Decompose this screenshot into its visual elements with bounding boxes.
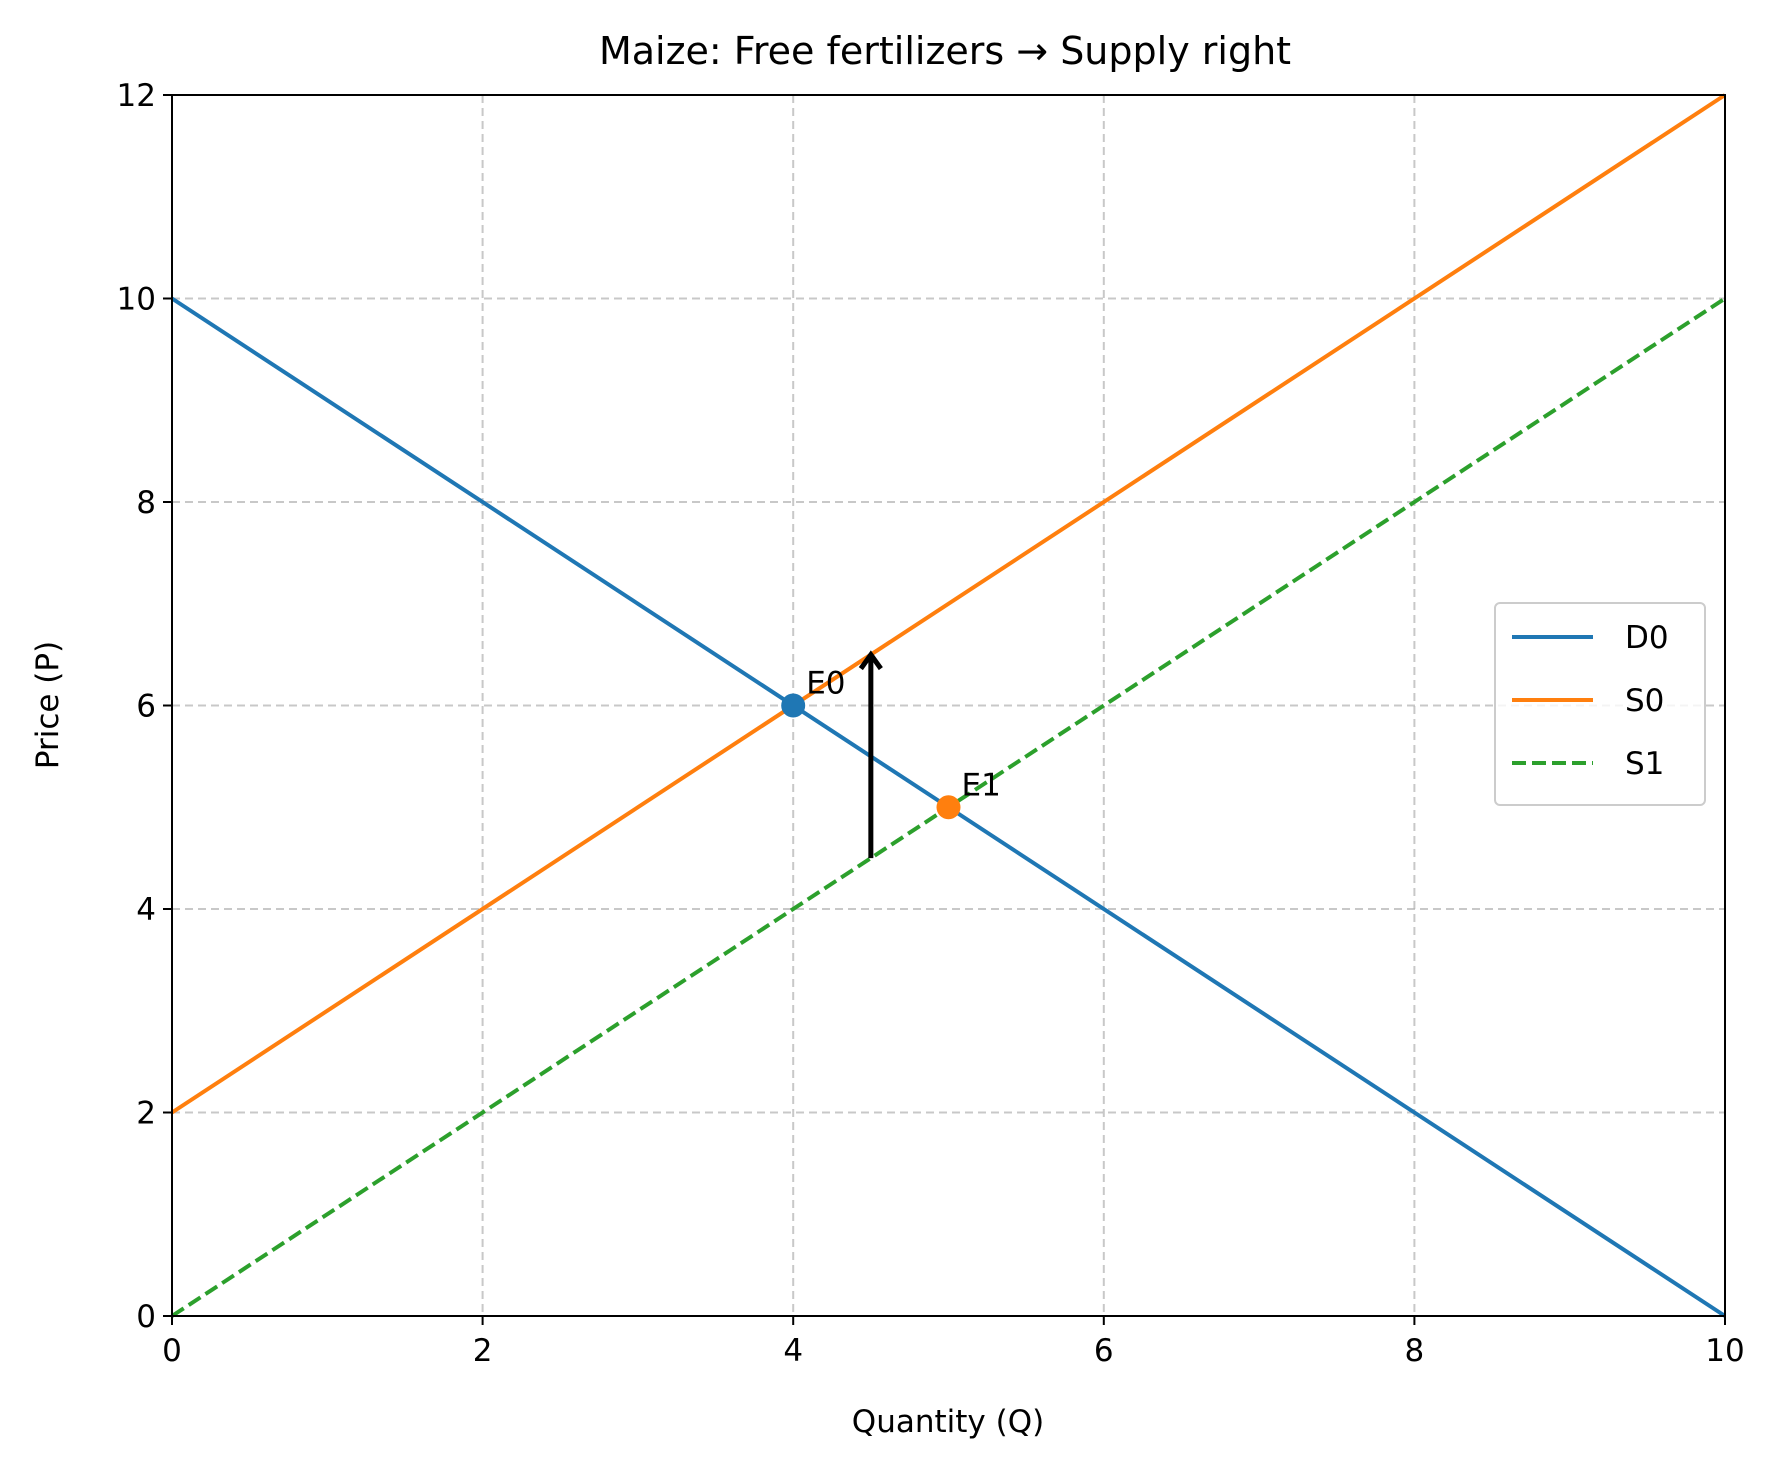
x-tick-label: 10 xyxy=(1705,1333,1744,1369)
y-axis-label: Price (P) xyxy=(30,641,66,769)
series-line-s0 xyxy=(170,93,1727,1115)
x-axis-ticks: 0 2 4 6 8 10 xyxy=(162,1316,1745,1369)
equilibrium-point-e0 xyxy=(781,693,806,718)
equilibrium-label-e0: E0 xyxy=(806,666,845,702)
equilibrium-label-e1: E1 xyxy=(962,767,1001,803)
x-tick-label: 2 xyxy=(473,1333,493,1369)
x-tick-label: 0 xyxy=(162,1333,182,1369)
x-tick-label: 8 xyxy=(1405,1333,1425,1369)
chart-title: Maize: Free fertilizers → Supply right xyxy=(599,29,1291,73)
equilibrium-point-e1 xyxy=(936,795,961,820)
x-tick-label: 6 xyxy=(1094,1333,1114,1369)
x-axis-label: Quantity (Q) xyxy=(852,1404,1044,1440)
y-tick-label: 8 xyxy=(136,485,156,521)
y-tick-label: 2 xyxy=(136,1096,156,1132)
y-tick-label: 10 xyxy=(117,282,156,318)
legend-label-s0: S0 xyxy=(1625,683,1664,719)
legend-label-d0: D0 xyxy=(1625,620,1669,656)
points-layer: E0 E1 xyxy=(781,666,1001,820)
arrow-layer xyxy=(858,650,883,859)
y-tick-label: 12 xyxy=(117,78,156,114)
legend-label-s1: S1 xyxy=(1625,746,1664,782)
y-tick-label: 0 xyxy=(136,1299,156,1335)
legend: D0 S0 S1 xyxy=(1494,602,1706,806)
legend-box xyxy=(1494,602,1706,806)
y-tick-label: 6 xyxy=(136,689,156,725)
y-tick-label: 4 xyxy=(136,892,156,928)
shift-arrow-head xyxy=(858,650,883,671)
y-axis-ticks: 0 2 4 6 8 10 12 xyxy=(117,78,172,1335)
x-tick-label: 4 xyxy=(783,1333,803,1369)
